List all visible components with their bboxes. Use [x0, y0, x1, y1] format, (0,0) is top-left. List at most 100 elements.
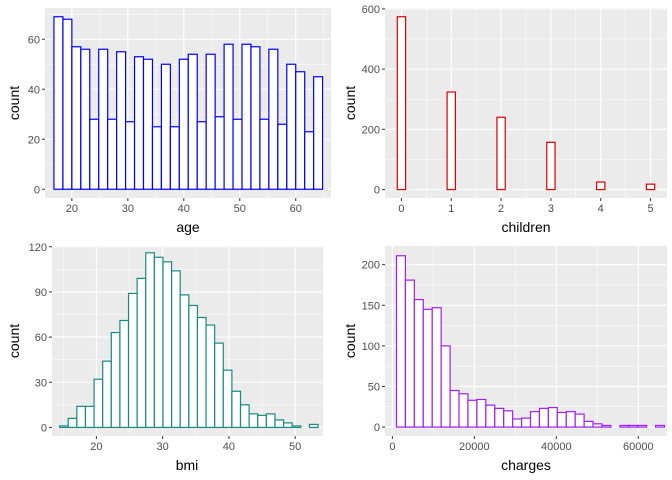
y-tick-label: 30: [35, 377, 47, 389]
histogram-bar: [556, 411, 567, 428]
histogram-bar: [512, 418, 523, 428]
x-tick-label: 60000: [623, 441, 654, 453]
x-axis: 0 20000 40000 60000: [389, 436, 654, 453]
histogram-bar: [62, 18, 73, 190]
x-tick-label: 40: [178, 203, 190, 215]
y-tick-label: 60: [35, 332, 47, 344]
histogram-bar: [223, 43, 234, 190]
histogram-bar: [205, 324, 216, 429]
histogram-bar: [187, 53, 198, 190]
x-tick-label: 50: [234, 203, 246, 215]
x-axis: 20 30 40 50 60: [66, 198, 302, 215]
histogram-bar: [232, 118, 243, 190]
histogram-bar: [538, 407, 549, 428]
histogram-bar: [655, 424, 666, 428]
histogram-bar: [546, 141, 556, 191]
histogram-bar: [286, 63, 297, 190]
histogram-bar: [80, 48, 91, 190]
x-tick-label: 5: [647, 203, 653, 215]
histogram-bar: [231, 390, 242, 429]
y-tick-label: 0: [374, 185, 380, 197]
x-axis: 0 1 2 3 4 5: [398, 198, 654, 215]
histogram-bar: [196, 316, 207, 429]
histogram-bar: [93, 378, 104, 429]
x-tick-label: 20000: [459, 441, 490, 453]
age-histogram-panel: 20 30 40 50 60 0 20 40 60 age count: [6, 8, 331, 235]
histogram-bar: [170, 270, 181, 429]
y-axis: 0 50 100 150 200: [362, 260, 385, 434]
histogram-bar: [241, 43, 252, 190]
histogram-bar: [110, 331, 121, 429]
histogram-bar: [107, 118, 118, 190]
charges-histogram-panel: 0 20000 40000 60000 0 50 100 150 200 charges co…: [342, 246, 667, 473]
x-tick-label: 30: [122, 203, 134, 215]
histogram-bar: [520, 417, 532, 428]
x-axis-title: children: [501, 219, 550, 235]
histogram-bar: [248, 413, 259, 429]
histogram-bar: [142, 58, 154, 190]
y-axis-title: count: [342, 86, 358, 120]
histogram-bar: [494, 407, 505, 428]
histogram-bar: [413, 298, 424, 428]
histogram-bar: [295, 71, 306, 190]
histogram-bar: [485, 404, 496, 428]
histogram-bar: [259, 118, 270, 190]
histogram-bar: [529, 411, 541, 428]
y-tick-label: 120: [29, 242, 47, 254]
histogram-bar: [496, 116, 506, 191]
y-axis: 0 20 40 60: [28, 34, 45, 196]
y-tick-label: 200: [362, 260, 380, 272]
histogram-bar: [102, 360, 112, 429]
histogram-bar: [304, 131, 315, 190]
x-tick-label: 40: [223, 441, 235, 453]
histogram-bar: [124, 121, 136, 190]
histogram-bar: [67, 417, 78, 429]
y-tick-label: 0: [41, 422, 47, 434]
histogram-bar: [395, 255, 407, 428]
histogram-bar: [178, 58, 189, 190]
histogram-bar: [431, 307, 442, 428]
y-tick-label: 150: [362, 300, 380, 312]
bars: [395, 255, 666, 428]
y-axis-title: count: [6, 324, 22, 358]
histogram-bar: [214, 342, 224, 429]
histogram-bar: [133, 56, 145, 190]
histogram-bar: [446, 91, 457, 191]
histogram-bar: [268, 48, 279, 190]
histogram-bar: [547, 406, 558, 428]
children-histogram-panel: 0 1 2 3 4 5 0 200 400 600 children count: [342, 4, 667, 235]
bars: [59, 252, 319, 429]
x-tick-label: 20: [66, 203, 78, 215]
histogram-bar: [145, 252, 155, 429]
y-tick-label: 60: [28, 34, 40, 46]
histogram-bar: [84, 405, 95, 429]
histogram-bar: [222, 369, 233, 429]
histogram-bar: [595, 181, 606, 191]
histogram-bar: [71, 46, 82, 190]
histogram-bar: [162, 261, 173, 429]
y-tick-label: 0: [374, 422, 380, 434]
histogram-bar: [440, 345, 451, 428]
histogram-bar: [404, 279, 415, 428]
histogram-bar: [583, 420, 594, 428]
histogram-bar: [127, 292, 138, 429]
histogram-bar: [257, 414, 267, 429]
x-axis-title: charges: [501, 457, 551, 473]
bmi-histogram-panel: 20 30 40 50 0 30 60 90 120 bmi count: [6, 242, 323, 473]
y-axis-title: count: [342, 324, 358, 358]
histogram-bar: [308, 423, 319, 429]
histogram-bar: [151, 126, 163, 190]
histogram-bar: [205, 53, 216, 190]
y-tick-label: 50: [368, 381, 380, 393]
y-tick-label: 200: [362, 124, 380, 136]
histogram-bar: [196, 121, 207, 190]
histogram-bar: [179, 294, 190, 429]
y-axis-title: count: [6, 86, 22, 120]
histogram-bar: [601, 424, 612, 428]
histogram-bar: [76, 405, 87, 429]
histogram-bar: [282, 422, 293, 429]
histogram-bar: [188, 304, 199, 429]
y-tick-label: 600: [362, 4, 380, 16]
x-axis-title: bmi: [176, 457, 199, 473]
x-tick-label: 30: [157, 441, 169, 453]
